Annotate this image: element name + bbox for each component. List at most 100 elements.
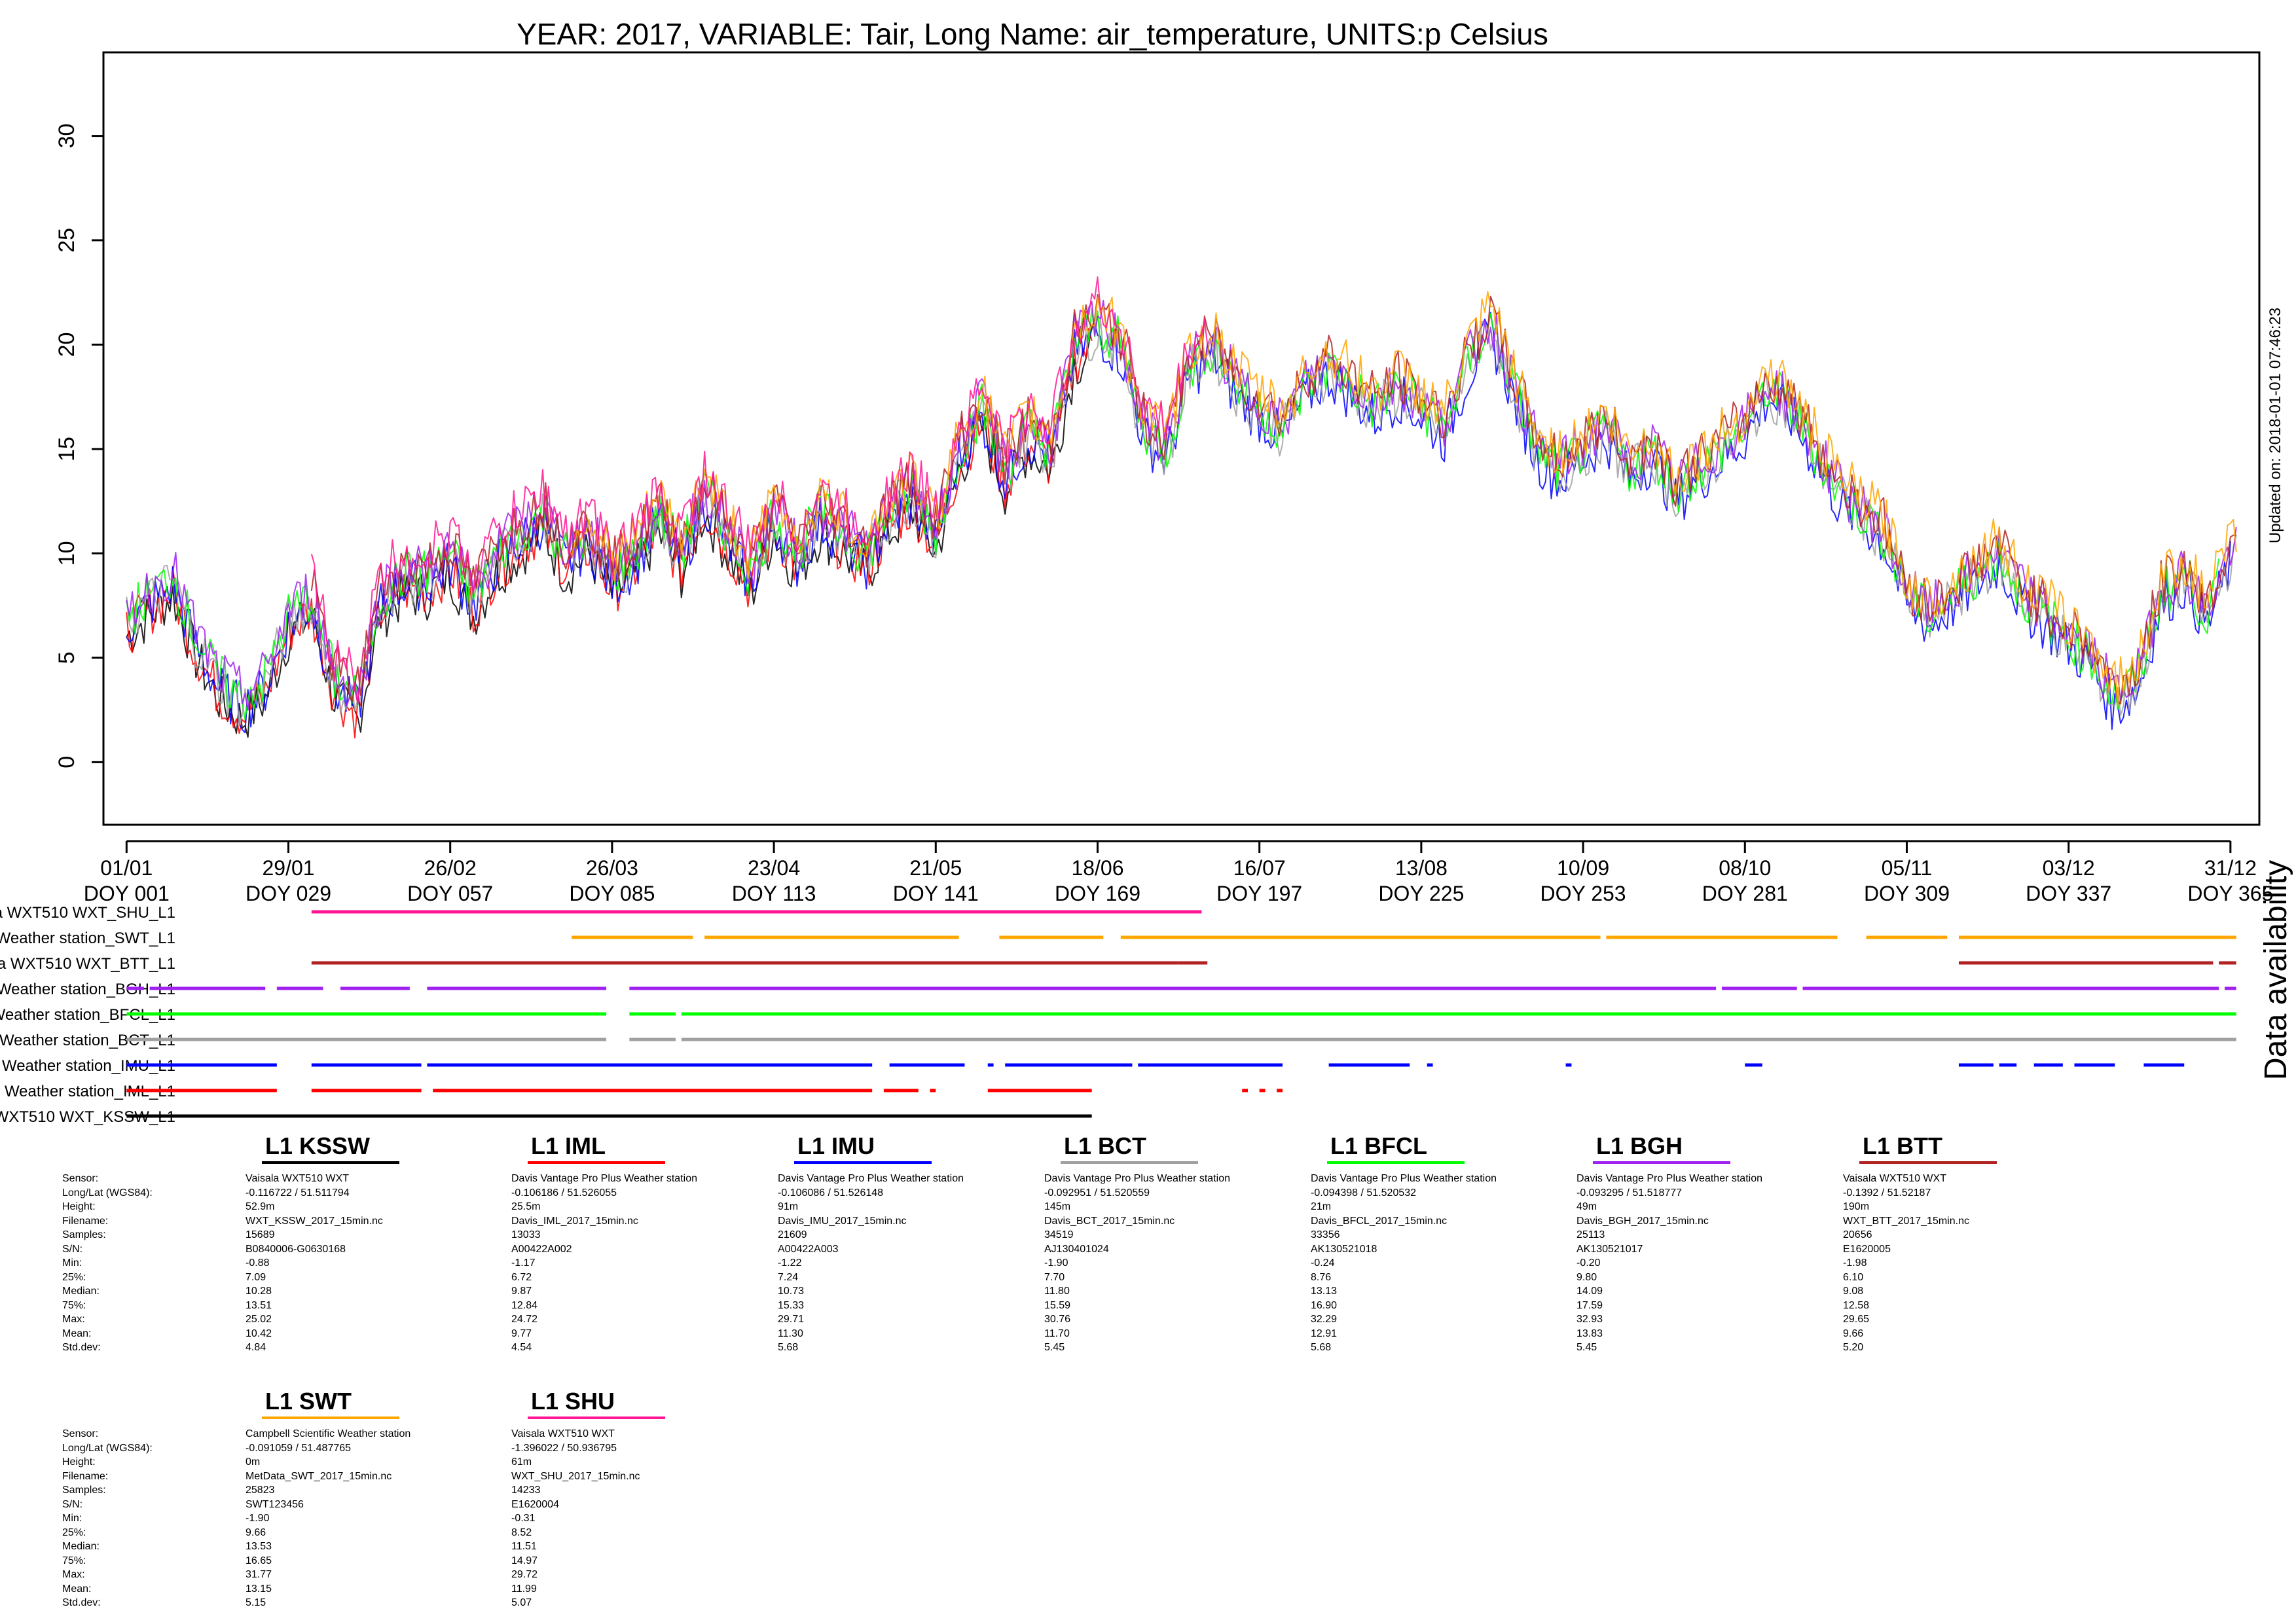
station-stat-value: -1.22 [778,1257,802,1269]
stat-row-label: Samples: [62,1485,106,1496]
stat-row-label: Median: [62,1286,100,1297]
stat-row-label: Mean: [62,1327,92,1339]
x-tick-doy: DOY 197 [1216,882,1302,905]
station-stat-value: 5.15 [246,1597,266,1608]
station-stat-value: 21m [1311,1201,1332,1212]
station-stat-value: Davis_BGH_2017_15min.nc [1576,1215,1709,1227]
x-tick-date: 29/01 [262,856,314,880]
station-stat-value: 11.80 [1044,1286,1070,1297]
station-stat-value: -1.17 [511,1257,536,1269]
station-stat-value: 4.84 [246,1342,266,1353]
x-tick-doy: DOY 029 [246,882,331,905]
station-stat-value: 10.73 [778,1286,805,1297]
station-stat-value: 31.77 [246,1569,272,1580]
x-tick-doy: DOY 001 [84,882,170,905]
station-stat-value: Davis_IML_2017_15min.nc [511,1215,638,1227]
series-line-l1-btt [310,293,2236,705]
x-tick-date: 03/12 [2043,856,2095,880]
x-tick-doy: DOY 085 [569,882,655,905]
station-stat-value: Vaisala WXT510 WXT [1843,1173,1946,1184]
station-color-bar [528,1161,665,1164]
station-stat-value: -0.116722 / 51.511794 [246,1187,350,1199]
availability-label: la WXT510 WXT_BTT_L1 [0,955,175,973]
y-tick-label: 20 [54,333,79,357]
station-heading: L1 BTT [1863,1132,1942,1159]
station-color-bar [528,1416,665,1419]
station-stat-value: 145m [1044,1201,1071,1212]
station-color-bar [262,1161,399,1164]
station-color-bar [1327,1161,1465,1164]
station-stat-value: 52.9m [246,1201,275,1212]
x-tick-date: 26/02 [424,856,477,880]
stat-row-label: 75%: [62,1299,86,1311]
y-tick-label: 30 [54,124,79,149]
station-stat-value: -0.88 [246,1257,270,1269]
stat-row-label: 25%: [62,1526,86,1538]
station-stat-value: 14.97 [511,1555,538,1566]
station-stat-value: -0.20 [1576,1257,1601,1269]
station-stat-value: -1.396022 / 50.936795 [511,1442,617,1454]
station-stat-value: 13.53 [246,1541,272,1552]
data-availability-panel: a WXT510 WXT_SHU_L1 Weather station_SWT_… [0,904,2236,1126]
station-stat-value: -0.093295 / 51.518777 [1576,1187,1683,1199]
x-tick-date: 21/05 [909,856,962,880]
data-availability-title: Data availability [2259,860,2293,1080]
station-stat-value: 190m [1843,1201,1870,1212]
station-stat-value: 13.13 [1311,1286,1338,1297]
station-stat-value: -0.094398 / 51.520532 [1311,1187,1417,1199]
x-tick-doy: DOY 141 [893,882,979,905]
station-stat-value: Davis Vantage Pro Plus Weather station [1576,1173,1762,1184]
station-heading: L1 BFCL [1330,1132,1427,1159]
station-stat-value: Davis Vantage Pro Plus Weather station [1311,1173,1497,1184]
station-stat-value: 9.08 [1843,1286,1864,1297]
station-stat-value: 12.84 [511,1299,538,1311]
station-stat-value: 24.72 [511,1314,538,1325]
y-tick-label: 5 [54,651,79,664]
station-stat-value: 11.30 [778,1327,803,1339]
station-stat-value: 32.29 [1311,1314,1338,1325]
x-tick-doy: DOY 281 [1702,882,1788,905]
station-stat-value: 9.77 [511,1327,532,1339]
x-tick-date: 01/01 [100,856,153,880]
station-stat-value: WXT_BTT_2017_15min.nc [1843,1215,1969,1227]
station-stat-value: 5.45 [1044,1342,1065,1353]
station-stat-value: 5.68 [1311,1342,1332,1353]
x-tick-date: 23/04 [748,856,800,880]
station-stat-value: 10.42 [246,1327,272,1339]
series-layer [126,276,2237,739]
x-tick-doy: DOY 337 [2026,882,2111,905]
station-stat-value: 20656 [1843,1229,1872,1240]
station-stat-value: 6.10 [1843,1271,1864,1283]
station-stat-value: 15.33 [778,1299,805,1311]
x-tick-doy: DOY 309 [1864,882,1950,905]
station-stat-value: 12.91 [1311,1327,1338,1339]
station-color-bar [1859,1161,1997,1164]
stat-row-label: Long/Lat (WGS84): [62,1187,153,1199]
station-stat-value: Davis Vantage Pro Plus Weather station [1044,1173,1230,1184]
x-tick-date: 05/11 [1882,856,1933,880]
station-stat-value: 13033 [511,1229,541,1240]
x-tick-date: 16/07 [1233,856,1286,880]
station-stat-value: AK130521018 [1311,1243,1377,1255]
station-stat-value: 25.02 [246,1314,272,1325]
station-stat-value: 13.51 [246,1299,272,1311]
stat-row-label: 75%: [62,1555,86,1566]
station-stat-value: 16.65 [246,1555,272,1566]
station-stat-value: 13.83 [1576,1327,1603,1339]
station-stat-value: Davis_BFCL_2017_15min.nc [1311,1215,1448,1227]
station-stat-value: SWT123456 [246,1498,304,1510]
station-stat-value: Campbell Scientific Weather station [246,1428,411,1439]
station-stat-value: 7.09 [246,1271,266,1283]
station-stat-value: 15689 [246,1229,275,1240]
series-line-l1-shu [310,276,1209,705]
station-stat-value: 29.71 [778,1314,805,1325]
station-stat-value: 5.68 [778,1342,799,1353]
station-stat-value: -0.31 [511,1513,536,1524]
stat-row-label: Samples: [62,1229,106,1240]
station-stat-value: 6.72 [511,1271,532,1283]
station-stat-value: 25823 [246,1485,275,1496]
station-color-bar [262,1416,399,1419]
station-stat-value: WXT_KSSW_2017_15min.nc [246,1215,383,1227]
stat-row-label: Height: [62,1201,96,1212]
